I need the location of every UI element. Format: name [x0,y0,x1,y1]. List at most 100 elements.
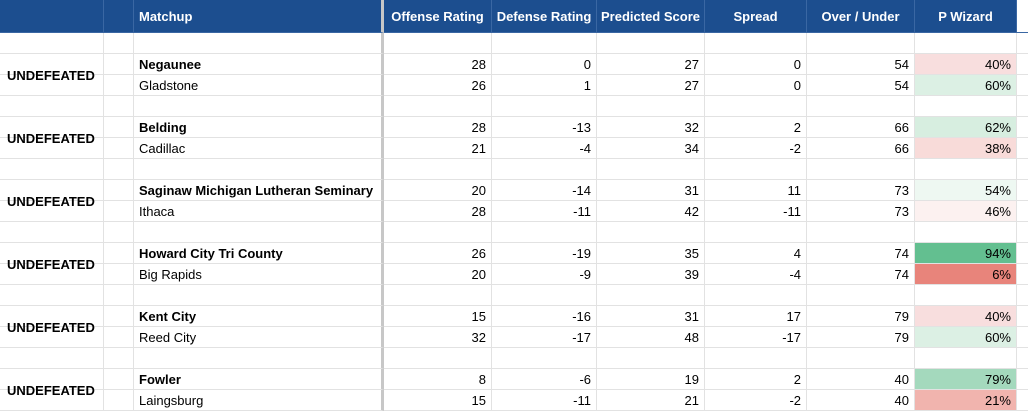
empty-cell[interactable] [0,138,104,159]
spread-cell[interactable]: -2 [705,390,807,411]
header-cell-b[interactable] [104,0,134,33]
predicted-score-cell[interactable]: 21 [597,390,705,411]
empty-cell[interactable] [915,159,1017,180]
over-under-cell[interactable]: 74 [807,264,915,285]
empty-cell[interactable] [1017,264,1028,285]
predicted-score-cell[interactable]: 31 [597,306,705,327]
defense-rating-cell[interactable]: -9 [492,264,597,285]
empty-cell[interactable] [1017,117,1028,138]
empty-cell[interactable] [807,159,915,180]
over-under-cell[interactable]: 66 [807,138,915,159]
empty-cell[interactable] [807,348,915,369]
empty-cell[interactable] [705,96,807,117]
team-name[interactable]: Fowler [134,369,384,390]
empty-cell[interactable] [104,264,134,285]
team-name[interactable]: Big Rapids [134,264,384,285]
defense-rating-cell[interactable]: 1 [492,75,597,96]
empty-cell[interactable] [492,285,597,306]
empty-cell[interactable] [384,33,492,54]
empty-cell[interactable] [0,117,104,138]
empty-cell[interactable] [597,33,705,54]
empty-cell[interactable] [104,306,134,327]
offense-rating-cell[interactable]: 26 [384,75,492,96]
empty-cell[interactable] [1017,180,1028,201]
offense-rating-cell[interactable]: 26 [384,243,492,264]
p-wizard-cell[interactable]: 60% [915,75,1017,96]
empty-cell[interactable] [0,180,104,201]
empty-cell[interactable] [0,159,104,180]
empty-cell[interactable] [1017,348,1028,369]
offense-rating-cell[interactable]: 28 [384,117,492,138]
empty-cell[interactable] [134,348,384,369]
empty-cell[interactable] [915,96,1017,117]
empty-cell[interactable] [492,348,597,369]
empty-cell[interactable] [807,33,915,54]
empty-cell[interactable] [0,96,104,117]
empty-cell[interactable] [104,159,134,180]
spread-cell[interactable]: -11 [705,201,807,222]
offense-rating-cell[interactable]: 8 [384,369,492,390]
empty-cell[interactable] [384,159,492,180]
empty-cell[interactable] [104,390,134,411]
predicted-score-cell[interactable]: 39 [597,264,705,285]
offense-rating-cell[interactable]: 20 [384,264,492,285]
spread-cell[interactable]: -4 [705,264,807,285]
p-wizard-cell[interactable]: 46% [915,201,1017,222]
empty-cell[interactable] [705,33,807,54]
over-under-cell[interactable]: 40 [807,369,915,390]
offense-rating-cell[interactable]: 28 [384,201,492,222]
empty-cell[interactable] [1017,33,1028,54]
empty-cell[interactable] [705,285,807,306]
p-wizard-cell[interactable]: 38% [915,138,1017,159]
empty-cell[interactable] [104,117,134,138]
empty-cell[interactable] [597,348,705,369]
header-predicted-score[interactable]: Predicted Score [597,0,705,33]
empty-cell[interactable] [915,348,1017,369]
empty-cell[interactable] [0,327,104,348]
empty-cell[interactable] [1017,306,1028,327]
empty-cell[interactable] [104,180,134,201]
header-cell-extra[interactable] [1017,0,1028,33]
p-wizard-cell[interactable]: 79% [915,369,1017,390]
spread-cell[interactable]: 11 [705,180,807,201]
defense-rating-cell[interactable]: -17 [492,327,597,348]
team-name[interactable]: Reed City [134,327,384,348]
empty-cell[interactable] [705,222,807,243]
header-p-wizard[interactable]: P Wizard [915,0,1017,33]
predicted-score-cell[interactable]: 35 [597,243,705,264]
header-defense-rating[interactable]: Defense Rating [492,0,597,33]
empty-cell[interactable] [0,75,104,96]
p-wizard-cell[interactable]: 6% [915,264,1017,285]
empty-cell[interactable] [597,159,705,180]
predicted-score-cell[interactable]: 34 [597,138,705,159]
empty-cell[interactable] [807,96,915,117]
spread-cell[interactable]: -17 [705,327,807,348]
predicted-score-cell[interactable]: 27 [597,75,705,96]
empty-cell[interactable] [1017,243,1028,264]
spread-cell[interactable]: 0 [705,75,807,96]
empty-cell[interactable] [1017,201,1028,222]
empty-cell[interactable] [1017,390,1028,411]
empty-cell[interactable] [104,75,134,96]
predicted-score-cell[interactable]: 48 [597,327,705,348]
empty-cell[interactable] [134,222,384,243]
p-wizard-cell[interactable]: 60% [915,327,1017,348]
empty-cell[interactable] [1017,54,1028,75]
team-name[interactable]: Negaunee [134,54,384,75]
empty-cell[interactable] [0,201,104,222]
empty-cell[interactable] [384,348,492,369]
offense-rating-cell[interactable]: 15 [384,390,492,411]
empty-cell[interactable] [1017,369,1028,390]
empty-cell[interactable] [915,285,1017,306]
defense-rating-cell[interactable]: -16 [492,306,597,327]
offense-rating-cell[interactable]: 28 [384,54,492,75]
spread-cell[interactable]: -2 [705,138,807,159]
defense-rating-cell[interactable]: 0 [492,54,597,75]
empty-cell[interactable] [0,243,104,264]
over-under-cell[interactable]: 54 [807,54,915,75]
spread-cell[interactable]: 17 [705,306,807,327]
team-name[interactable]: Cadillac [134,138,384,159]
predicted-score-cell[interactable]: 19 [597,369,705,390]
over-under-cell[interactable]: 74 [807,243,915,264]
defense-rating-cell[interactable]: -19 [492,243,597,264]
